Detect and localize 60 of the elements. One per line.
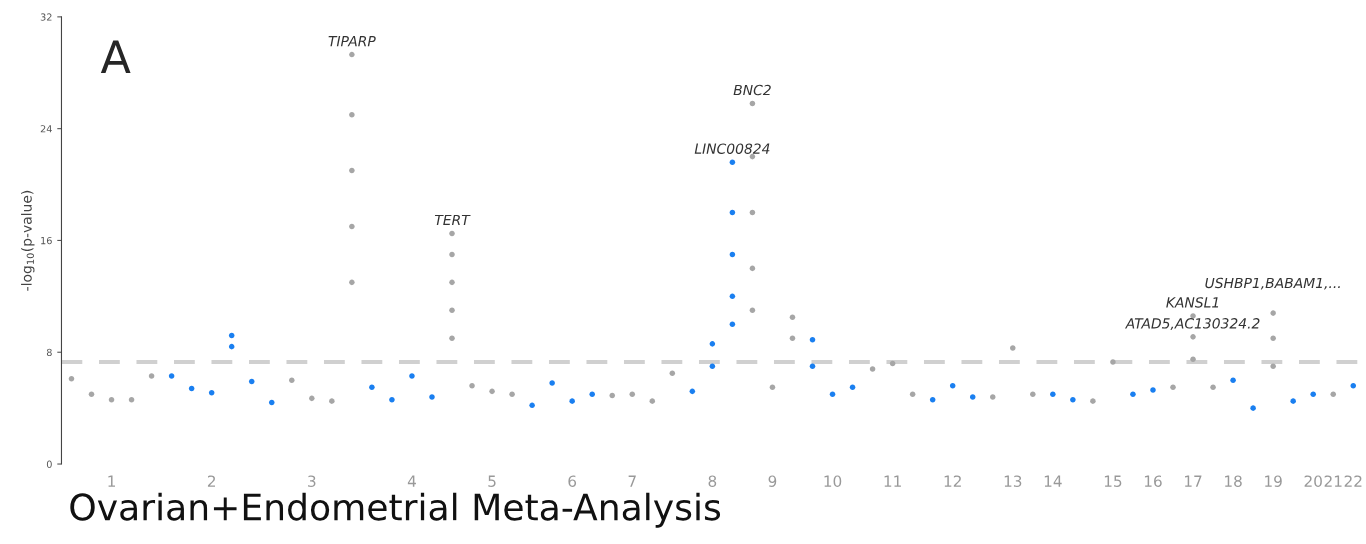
point bbox=[729, 209, 736, 216]
point bbox=[749, 265, 756, 272]
point bbox=[1270, 363, 1276, 369]
y-tick-label: 24 bbox=[40, 125, 52, 133]
point bbox=[449, 335, 455, 342]
annotation: KANSL1 bbox=[1166, 297, 1219, 308]
point bbox=[809, 363, 816, 369]
x-tick-label: 1 bbox=[108, 475, 115, 487]
point bbox=[749, 209, 756, 216]
point bbox=[349, 279, 355, 286]
x-tick-label: 18 bbox=[1225, 475, 1242, 487]
point bbox=[349, 223, 355, 230]
y-tick-label: 8 bbox=[46, 348, 52, 357]
point bbox=[449, 307, 455, 314]
x-tick-label: 16 bbox=[1144, 475, 1162, 487]
annotation: BNC2 bbox=[733, 84, 771, 96]
x-tick-label: 20 bbox=[1304, 475, 1322, 487]
annotation: TIPARP bbox=[328, 36, 376, 47]
y-tick-label: 32 bbox=[40, 13, 52, 21]
point bbox=[789, 335, 796, 342]
annotation: USHBP1,BABAM1,... bbox=[1205, 277, 1340, 290]
point bbox=[1270, 335, 1276, 342]
x-tick-label: 21 bbox=[1324, 475, 1342, 487]
x-tick-label: 9 bbox=[768, 475, 777, 487]
point bbox=[228, 343, 235, 350]
point bbox=[449, 279, 455, 286]
x-tick-label: 10 bbox=[824, 475, 842, 487]
x-tick-label: 19 bbox=[1265, 475, 1282, 487]
point bbox=[709, 363, 716, 369]
annotation: TERT bbox=[434, 214, 471, 226]
point bbox=[349, 111, 355, 118]
x-tick-label: 3 bbox=[308, 475, 316, 487]
point bbox=[349, 167, 355, 174]
point bbox=[1190, 334, 1196, 340]
x-tick-label: 22 bbox=[1344, 475, 1362, 487]
x-tick-label: 12 bbox=[944, 475, 961, 487]
point bbox=[729, 293, 736, 300]
x-tick-label: 17 bbox=[1184, 475, 1202, 487]
point bbox=[449, 251, 455, 258]
text: Ovarian+Endometrial Meta-Analysis bbox=[70, 492, 721, 528]
annotation: LINC00824 bbox=[694, 143, 770, 154]
x-tick-label: 2 bbox=[207, 475, 216, 487]
x-tick-label: 7 bbox=[628, 475, 636, 487]
x-tick-label: 11 bbox=[884, 475, 901, 487]
x-tick-label: 6 bbox=[568, 475, 577, 487]
x-tick-label: 8 bbox=[708, 475, 717, 487]
y-tick-label: 0 bbox=[46, 460, 52, 468]
x-tick-label: 13 bbox=[1004, 475, 1022, 487]
x-tick-label: 14 bbox=[1044, 475, 1062, 487]
x-tick-label: 15 bbox=[1104, 475, 1122, 487]
point bbox=[1190, 356, 1196, 362]
x-tick-label: 5 bbox=[488, 475, 496, 487]
x-tick-label: 4 bbox=[407, 475, 416, 487]
point bbox=[729, 321, 736, 328]
annotation: A bbox=[100, 40, 131, 73]
annotation: ATAD5,AC130324.2 bbox=[1124, 318, 1260, 331]
y-axis-title: -log$_{10}$(p-value) bbox=[21, 190, 35, 291]
point bbox=[749, 307, 756, 314]
point bbox=[729, 251, 736, 258]
y-tick-label: 16 bbox=[41, 236, 52, 245]
